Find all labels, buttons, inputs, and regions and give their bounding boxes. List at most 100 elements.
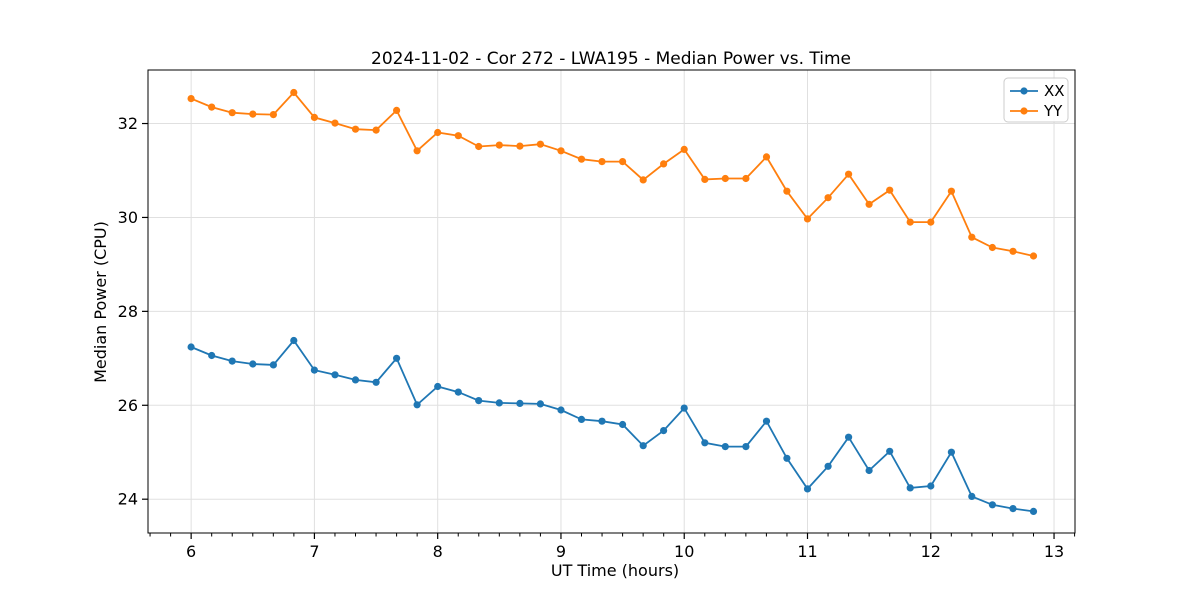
x-tick-label: 7	[309, 542, 319, 561]
data-point-XX	[372, 378, 380, 386]
legend-marker-XX	[1020, 87, 1028, 95]
data-point-YY	[742, 174, 750, 183]
data-point-XX	[598, 417, 606, 425]
data-point-XX	[660, 427, 668, 435]
data-point-XX	[1029, 507, 1038, 515]
data-point-YY	[351, 125, 360, 133]
data-point-XX	[639, 442, 647, 450]
y-tick-label: 28	[118, 302, 138, 321]
data-point-YY	[1009, 247, 1017, 255]
plot-border	[147, 69, 1076, 534]
data-point-YY	[660, 160, 668, 168]
data-point-XX	[536, 400, 545, 408]
data-point-XX	[577, 415, 586, 423]
x-axis-label: UT Time (hours)	[551, 561, 679, 580]
data-point-XX	[845, 433, 853, 441]
data-point-XX	[824, 462, 832, 470]
data-point-YY	[249, 110, 257, 118]
data-point-YY	[372, 126, 380, 134]
x-tick-label: 10	[674, 542, 694, 561]
data-point-YY	[988, 243, 997, 252]
data-point-YY	[454, 132, 462, 140]
data-point-XX	[803, 485, 812, 493]
legend: XX YY	[1003, 77, 1069, 123]
data-point-YY	[886, 186, 894, 194]
legend-marker-YY	[1020, 107, 1028, 115]
series-line-XX	[190, 339, 1034, 513]
x-tick-label: 11	[797, 542, 817, 561]
data-point-YY	[721, 174, 729, 183]
data-point-YY	[577, 155, 586, 163]
x-tick-label: 9	[556, 542, 566, 561]
data-point-YY	[557, 147, 565, 155]
data-point-XX	[413, 401, 421, 409]
y-tick-label: 24	[118, 490, 138, 509]
data-point-YY	[290, 88, 298, 97]
data-point-YY	[228, 109, 236, 117]
data-point-YY	[495, 141, 503, 149]
x-tick-label: 13	[1044, 542, 1064, 561]
data-point-XX	[269, 361, 277, 369]
data-point-XX	[701, 439, 709, 447]
data-point-XX	[865, 466, 873, 475]
y-axis-label: Median Power (CPU)	[91, 221, 110, 383]
legend-label-YY: YY	[1043, 102, 1063, 120]
x-tick-label: 12	[921, 542, 941, 561]
data-point-XX	[947, 448, 956, 456]
data-point-XX	[783, 454, 791, 462]
data-point-YY	[208, 103, 216, 111]
data-point-YY	[680, 145, 688, 153]
tick-layer	[142, 122, 1076, 539]
data-point-XX	[310, 366, 318, 374]
data-point-YY	[413, 147, 421, 155]
data-point-YY	[906, 218, 914, 226]
data-point-XX	[393, 354, 401, 362]
data-point-YY	[475, 142, 483, 151]
data-point-YY	[824, 194, 832, 202]
data-point-YY	[1029, 252, 1038, 260]
data-point-YY	[639, 176, 647, 184]
data-point-XX	[434, 382, 442, 391]
data-point-XX	[619, 420, 627, 429]
data-point-XX	[886, 447, 894, 455]
chart-title: 2024-11-02 - Cor 272 - LWA195 - Median P…	[371, 49, 851, 69]
y-tick-label: 26	[118, 396, 138, 415]
data-point-XX	[680, 404, 688, 412]
data-point-XX	[290, 336, 298, 345]
data-point-XX	[495, 399, 503, 407]
data-point-XX	[331, 371, 339, 379]
data-point-YY	[619, 158, 627, 166]
data-point-YY	[331, 119, 339, 127]
data-point-XX	[1009, 505, 1017, 513]
x-tick-label: 6	[186, 542, 196, 561]
data-point-XX	[927, 482, 935, 490]
data-point-YY	[783, 187, 791, 195]
data-point-YY	[393, 106, 401, 114]
data-point-XX	[762, 417, 771, 425]
data-point-XX	[968, 492, 976, 500]
data-point-YY	[968, 233, 976, 241]
data-point-YY	[947, 187, 956, 195]
x-tick-label: 8	[433, 542, 443, 561]
data-point-XX	[208, 351, 216, 360]
data-point-XX	[557, 406, 565, 414]
data-point-XX	[228, 357, 236, 365]
legend-label-XX: XX	[1044, 82, 1065, 100]
data-point-YY	[187, 95, 195, 103]
series-layer	[187, 88, 1038, 515]
data-point-YY	[701, 175, 709, 183]
data-point-YY	[865, 200, 873, 208]
data-point-YY	[927, 218, 935, 226]
data-point-YY	[310, 113, 318, 121]
data-point-YY	[269, 111, 277, 119]
y-tick-label: 30	[118, 208, 138, 227]
tick-label-layer: 6 7 8 9 10 11 12 13 24 26 28 30 32	[118, 114, 1065, 561]
data-point-XX	[454, 388, 462, 396]
data-point-YY	[434, 128, 442, 137]
y-tick-label: 32	[118, 114, 138, 133]
data-point-XX	[187, 343, 195, 351]
data-point-XX	[988, 501, 997, 509]
data-point-YY	[762, 153, 771, 161]
